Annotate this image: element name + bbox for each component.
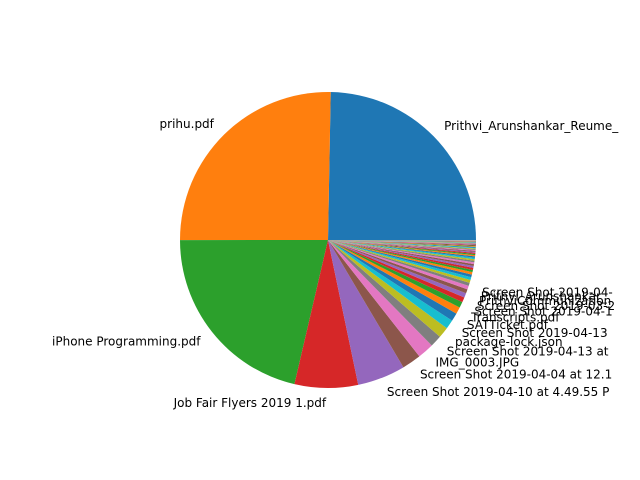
slice-label: Screen Shot 2019-04-13 at xyxy=(447,344,609,358)
slice-label: iPhone Programming.pdf xyxy=(52,334,201,348)
pie-slice xyxy=(328,240,468,294)
pie-slice xyxy=(328,240,476,244)
pie-slice xyxy=(328,240,476,245)
pie-slice xyxy=(328,240,447,337)
pie-slice xyxy=(328,240,474,268)
pie-slice xyxy=(328,240,473,273)
pie-slice xyxy=(179,91,331,241)
pie-slice xyxy=(328,240,475,265)
pie-slice xyxy=(328,240,473,275)
slice-label: Transcripts.pdf xyxy=(470,311,560,325)
pie-slice xyxy=(328,240,476,251)
slice-label: Job Fair Flyers 2019 1.pdf xyxy=(173,396,327,410)
pie-slice xyxy=(328,240,472,280)
slice-label: Screen Shot 2019-04-10 at 4.49.55 P xyxy=(387,385,609,399)
pie-slice xyxy=(328,240,471,283)
pie-slice xyxy=(328,240,476,253)
slice-label: prihu.pdf xyxy=(160,117,215,131)
pie-slice xyxy=(328,240,476,257)
slice-label: Prithvi_Arunshankar_ xyxy=(481,289,608,303)
pie-slice xyxy=(328,240,475,261)
slice-label: Screen Shot 2019-03-2 xyxy=(477,299,615,313)
pie-slice xyxy=(328,240,476,249)
pie-slice xyxy=(328,240,470,286)
pie-slice xyxy=(328,240,420,368)
pie-slice xyxy=(294,240,359,389)
pie-slice xyxy=(328,240,475,263)
slice-label: IMG_0003.JPG xyxy=(436,355,520,369)
pie-slice xyxy=(180,240,328,385)
slice-label: Screen Shot 2019-04- xyxy=(482,285,613,299)
pie-slice xyxy=(328,240,472,278)
slice-label: PrithviCommunization xyxy=(479,294,611,308)
pie-slice xyxy=(328,240,476,243)
slice-label: Screen Shot 2019-04-13 xyxy=(462,326,608,340)
pie-slice xyxy=(328,240,476,243)
pie-slice xyxy=(328,240,477,241)
pie-slice xyxy=(328,240,476,254)
pie-slice xyxy=(328,240,476,258)
pie-slice xyxy=(328,240,475,260)
pie-slice xyxy=(328,240,476,252)
pie-slice xyxy=(328,240,474,270)
pie-slice xyxy=(328,240,453,329)
pie-slices xyxy=(179,91,477,389)
pie-slice xyxy=(328,92,476,241)
pie-slice xyxy=(328,240,476,244)
slice-label: Screen Shot 2019-04-1 xyxy=(474,304,612,318)
pie-slice xyxy=(328,240,476,243)
pie-slice xyxy=(328,240,476,246)
pie-slice xyxy=(328,240,404,385)
pie-slice xyxy=(328,240,457,321)
pie-labels: Prithvi_Arunshankar_Reume_ prihu.pdf iPhon… xyxy=(52,117,619,410)
pie-slice xyxy=(328,240,476,245)
pie-slice xyxy=(328,240,469,290)
pie-slice xyxy=(328,240,460,314)
pie-slice xyxy=(328,240,476,247)
pie-slice xyxy=(328,240,477,241)
pie-slice xyxy=(328,240,476,242)
slice-label: SATTicket.pdf xyxy=(467,318,549,332)
pie-slice xyxy=(328,240,477,241)
pie-slice xyxy=(328,240,476,246)
pie-slice xyxy=(328,240,463,308)
pie-slice xyxy=(328,240,476,251)
pie-slice xyxy=(328,240,476,247)
pie-slice xyxy=(328,240,440,346)
pie-slice xyxy=(328,240,465,303)
pie-slice xyxy=(328,240,475,266)
pie-slice xyxy=(328,240,476,256)
pie-slice xyxy=(328,240,467,298)
pie-slice xyxy=(328,240,432,357)
slice-label: Screen Shot 2019-04-04 at 12.1 xyxy=(420,367,612,381)
pie-slice xyxy=(328,240,476,242)
slice-label: package-lock.json xyxy=(455,335,563,349)
pie-slice xyxy=(328,240,476,250)
pie-slice xyxy=(328,240,477,242)
slice-label: Prithvi_Arunshankar_Reume_ xyxy=(444,119,619,133)
pie-slice xyxy=(328,240,476,248)
